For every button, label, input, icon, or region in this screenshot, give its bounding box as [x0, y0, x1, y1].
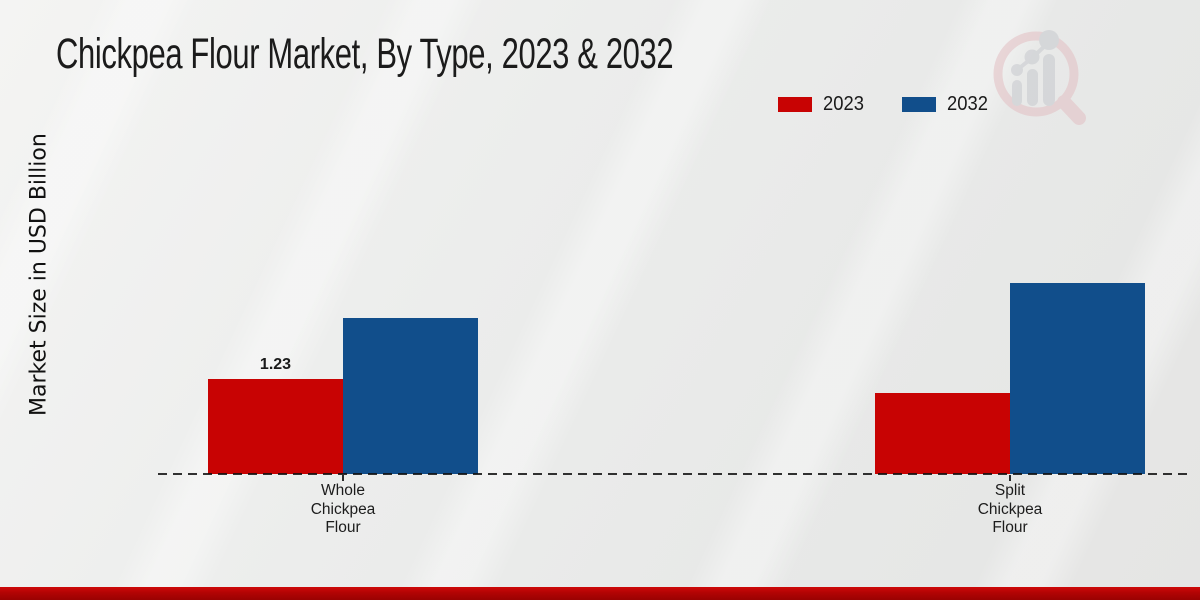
magnifier-bar-chart-logo-icon — [993, 30, 1086, 125]
x-axis-tick — [342, 475, 344, 481]
legend: 2023 2032 — [778, 93, 991, 116]
legend-swatch-2032 — [901, 97, 936, 112]
x-category-label-whole-chickpea-flour: Whole Chickpea Flour — [310, 482, 376, 536]
legend-label: 2023 — [823, 93, 864, 115]
bar-2023-split-chickpea-flour — [875, 392, 1010, 474]
legend-item-2032: 2032 — [901, 93, 992, 116]
x-axis-tick — [1009, 475, 1011, 481]
footer-accent-bar — [0, 587, 1200, 600]
legend-label: 2032 — [946, 93, 988, 115]
y-axis-label: Market Size in USD Billion — [26, 133, 52, 417]
legend-item-2023: 2023 — [778, 93, 868, 116]
bar-value-label: 1.23 — [259, 355, 292, 373]
bar-2032-whole-chickpea-flour — [343, 317, 478, 474]
x-category-label-split-chickpea-flour: Split Chickpea Flour — [977, 482, 1043, 536]
bar-2023-whole-chickpea-flour — [208, 378, 343, 474]
chart-title: Chickpea Flour Market, By Type, 2023 & 2… — [56, 30, 674, 78]
legend-swatch-2023 — [778, 97, 812, 112]
bar-2032-split-chickpea-flour — [1010, 283, 1145, 474]
x-axis-baseline — [158, 473, 1192, 475]
